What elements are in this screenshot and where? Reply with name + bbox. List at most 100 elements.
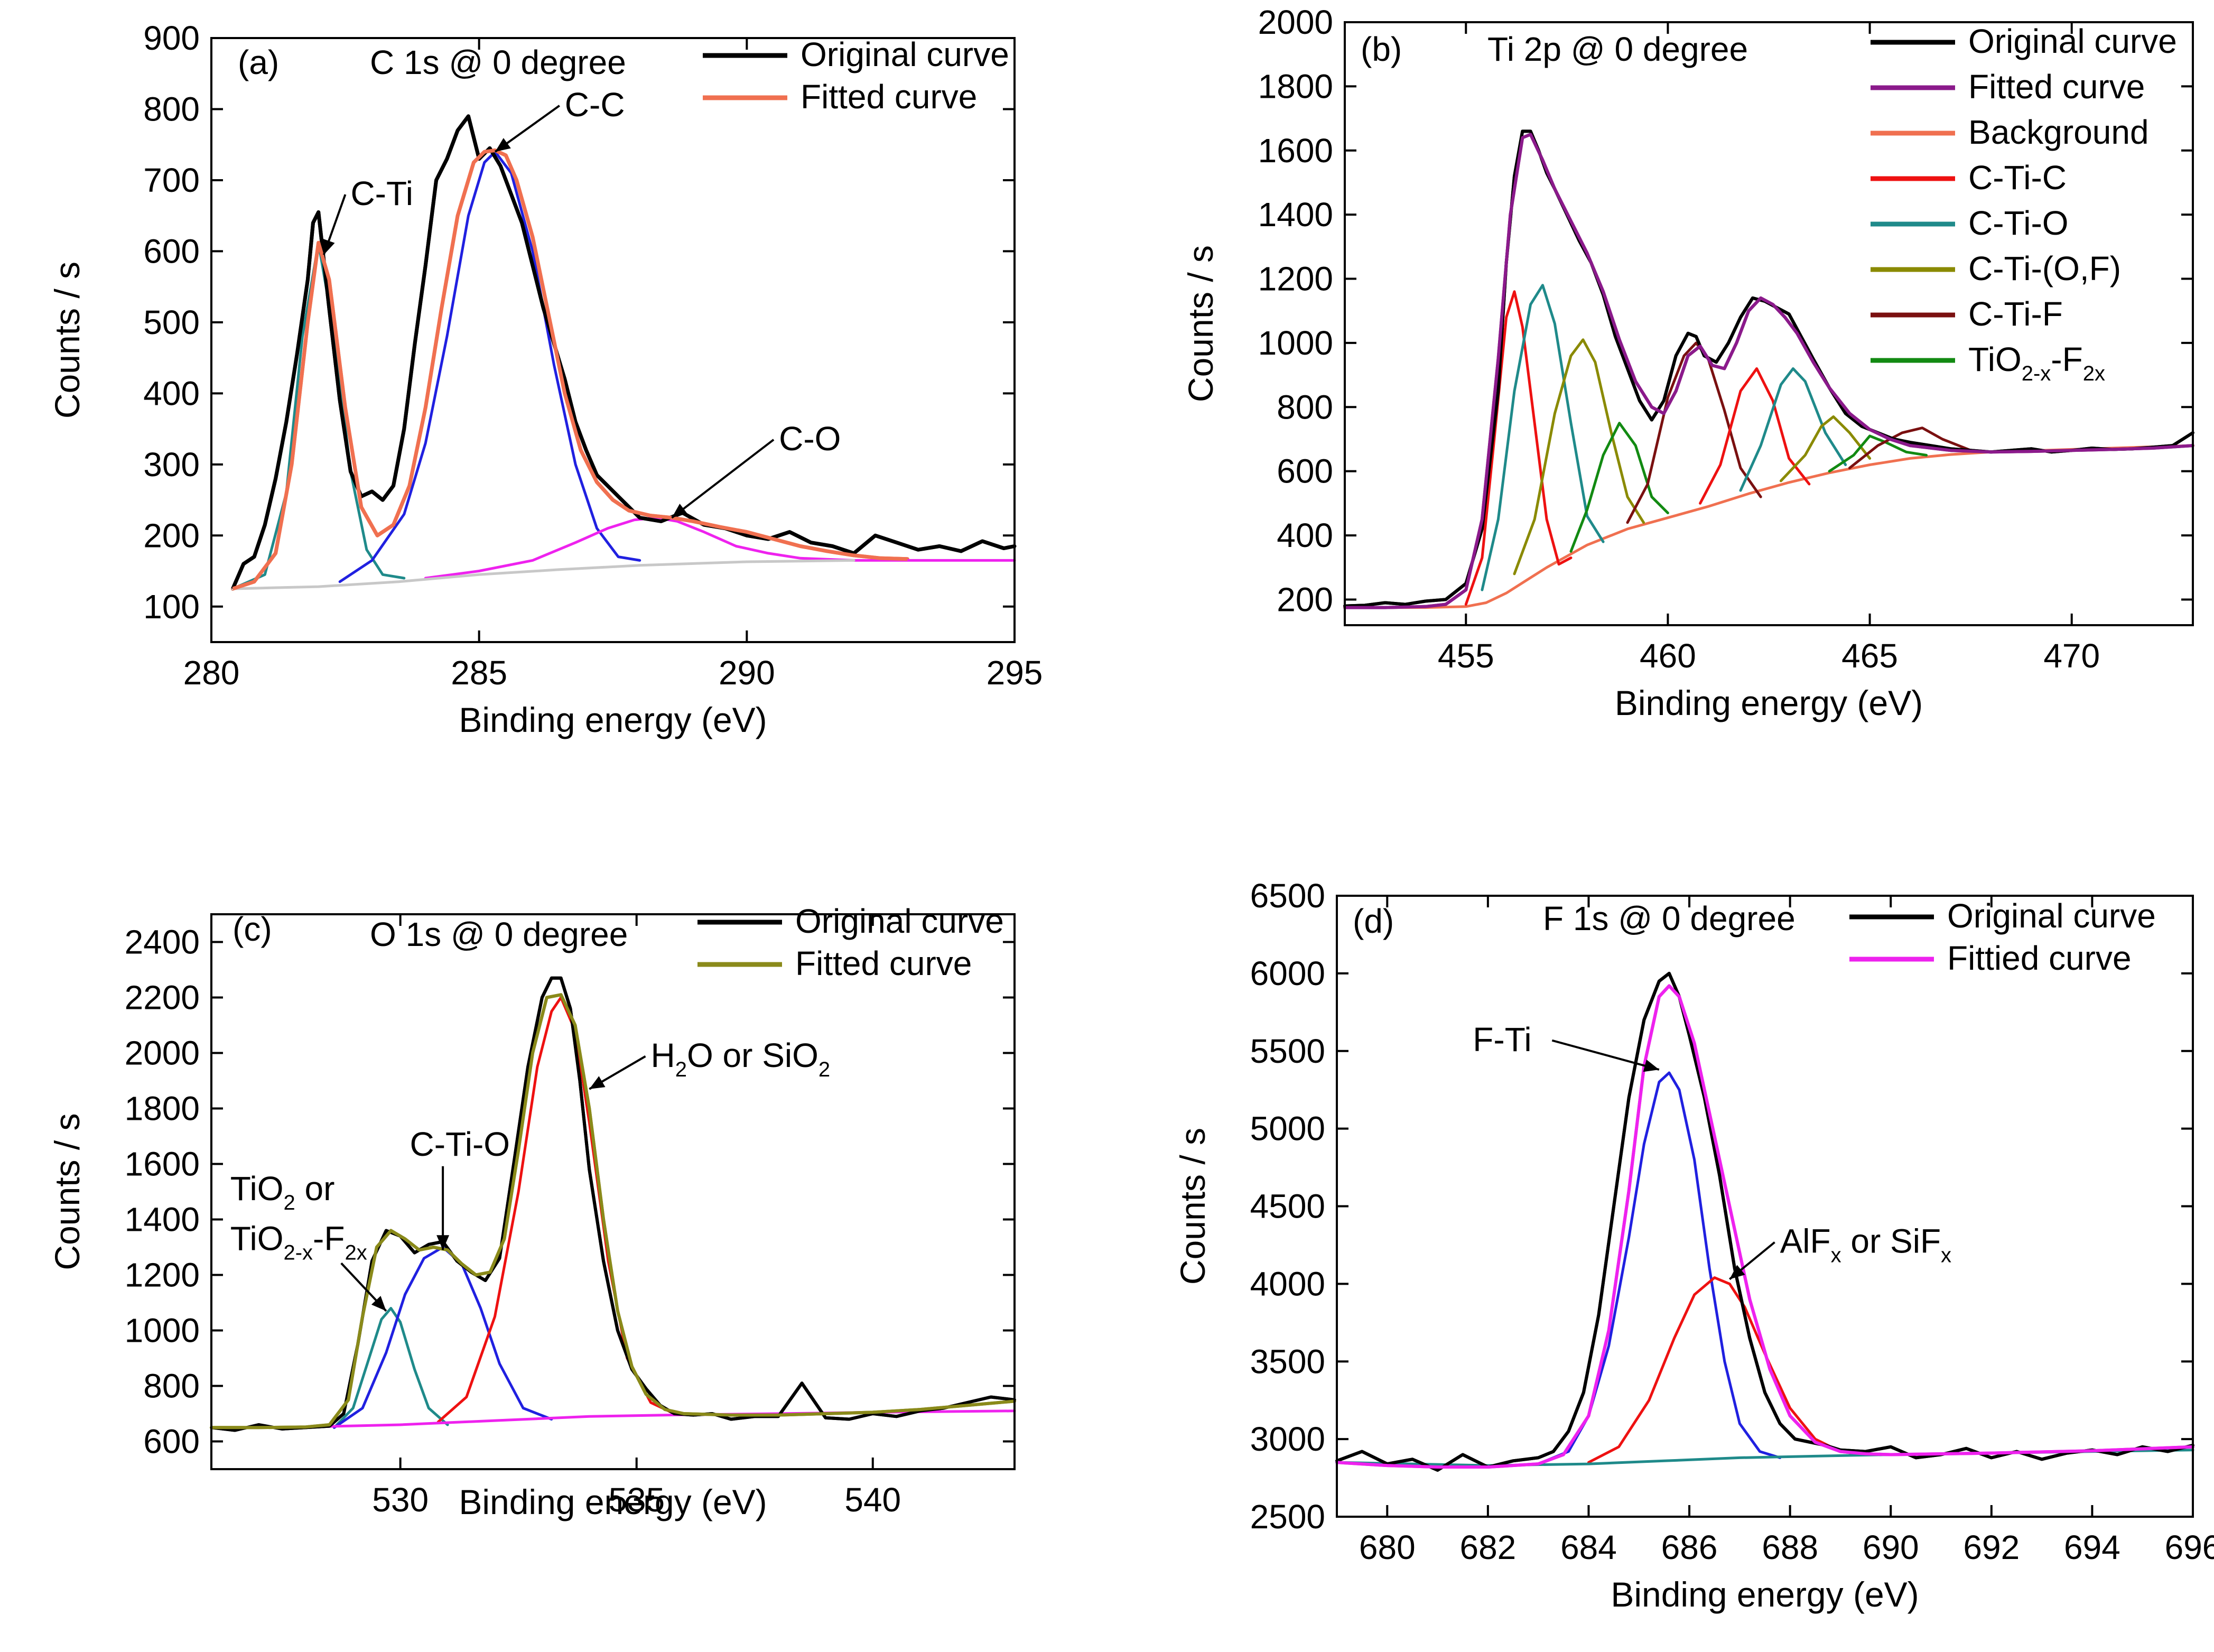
legend-label: C-Ti-O: [1968, 204, 2069, 242]
x-axis-title: Binding energy (eV): [1611, 1575, 1919, 1614]
y-axis-title: Counts / s: [48, 262, 87, 419]
y-tick-label: 500: [143, 303, 200, 341]
x-axis-title: Binding energy (eV): [1615, 683, 1923, 722]
series-line-c-ti-o-f-: [1513, 338, 1645, 576]
legend: Original curve Fitted curve: [697, 902, 1004, 982]
annotation-arrow-shaft: [1551, 1039, 1660, 1071]
panel-label: (b): [1361, 30, 1402, 68]
legend-label: C-Ti-C: [1968, 159, 2067, 197]
series-line-background: [1343, 444, 2194, 609]
x-tick-label: 682: [1459, 1528, 1516, 1566]
plot-frame: [210, 37, 1016, 643]
series-line-c-o-component: [424, 516, 1016, 580]
y-tick-label: 400: [143, 374, 200, 412]
legend-label: Background: [1968, 113, 2149, 151]
series-line-alfx-component: [1587, 1276, 1867, 1464]
annotation-label: C-C: [565, 86, 625, 124]
series-line-fitted-overlay: [1345, 133, 2193, 609]
y-tick-label: 2400: [125, 923, 200, 961]
x-axis-title: Binding energy (eV): [459, 1482, 767, 1521]
panel-title: C 1s @ 0 degree: [370, 43, 626, 81]
chart-panel-b: 455 460 465 470 200 400 600 800 1000 1200 1400 1600…: [1181, 3, 2194, 722]
legend-label: Fittied curve: [1947, 939, 2132, 977]
series-line-tio2-x-f2x: [1569, 422, 1669, 553]
y-tick-label: 5000: [1250, 1110, 1325, 1148]
plot-frame: [210, 913, 1016, 1470]
series-line-fitted-overlay: [211, 993, 1015, 1430]
x-tick-label: 684: [1560, 1528, 1617, 1566]
x-tick-label: 455: [1438, 637, 1494, 675]
y-tick-label: 1200: [1258, 260, 1333, 298]
y-tick-label: 1800: [1258, 67, 1333, 105]
legend-label: Fitted curve: [1968, 68, 2145, 106]
y-tick-label: 1000: [125, 1312, 200, 1350]
x-axis-title: Binding energy (eV): [459, 700, 767, 739]
x-tick-label: 686: [1661, 1528, 1718, 1566]
chart-panel-a: 280 285 290 295 100 200 300 400 500 600 700 800 900 B…: [48, 19, 1043, 739]
legend-label: Original curve: [1968, 22, 2177, 60]
y-tick-label: 1600: [1258, 132, 1333, 170]
series-line-c-ti-c-2p1-2: [1699, 367, 1811, 505]
y-tick-label: 200: [1277, 580, 1333, 618]
y-tick-label: 2000: [125, 1034, 200, 1072]
annotation-arrow-head: [436, 1235, 450, 1250]
annotation-arrow-head: [495, 138, 511, 152]
y-tick-label: 200: [143, 516, 200, 554]
series-line-tio2-component: [333, 1307, 449, 1429]
y-tick-label: 6500: [1250, 877, 1325, 915]
y-axis-title: Counts / s: [1173, 1128, 1212, 1285]
y-tick-label: 4000: [1250, 1265, 1325, 1303]
legend-label: Original curve: [801, 35, 1009, 73]
x-tick-label: 696: [2165, 1528, 2214, 1566]
y-tick-label: 2000: [1258, 3, 1333, 41]
x-tick-label: 688: [1762, 1528, 1818, 1566]
y-tick-label: 400: [1277, 516, 1333, 554]
y-tick-label: 3500: [1250, 1342, 1325, 1380]
panel-title: Ti 2p @ 0 degree: [1487, 30, 1748, 68]
y-tick-label: 600: [143, 232, 200, 270]
annotation-arrow-head: [672, 504, 687, 518]
y-tick-label: 300: [143, 446, 200, 484]
panel-label: (d): [1353, 902, 1394, 940]
y-tick-label: 800: [143, 1367, 200, 1405]
series-line-fitted-overlay: [232, 149, 908, 591]
legend-label: TiO2-x-F2x: [1968, 340, 2105, 385]
x-tick-label: 680: [1359, 1528, 1416, 1566]
x-tick-label: 692: [1963, 1528, 2020, 1566]
y-tick-label: 1400: [125, 1201, 200, 1239]
legend: Original curve Fitted curve Background C-Ti…: [1871, 22, 2177, 385]
y-tick-label: 1200: [125, 1256, 200, 1294]
y-tick-label: 1800: [125, 1090, 200, 1128]
y-tick-label: 1000: [1258, 324, 1333, 362]
annotation-arrow-head: [589, 1076, 606, 1089]
plot-frame: [1344, 21, 2194, 626]
legend-label: Original curve: [1947, 897, 2156, 935]
annotation-arrow-head: [1729, 1265, 1745, 1279]
y-tick-label: 3000: [1250, 1420, 1325, 1458]
annotation-label: C-O: [779, 420, 841, 458]
x-tick-label: 530: [372, 1481, 429, 1519]
annotation-arrow-head: [1643, 1060, 1659, 1072]
series-line-fitted-overlay: [1336, 984, 2193, 1469]
annotation-label: TiO2 or: [230, 1170, 335, 1214]
series-line-c-ti-f-2p1-2: [1848, 426, 1973, 470]
x-tick-label: 280: [183, 654, 240, 692]
x-tick-label: 285: [451, 654, 507, 692]
legend-label: Fitted curve: [795, 944, 972, 982]
x-tick-label: 465: [1841, 637, 1898, 675]
y-tick-label: 6000: [1250, 954, 1325, 992]
annotation-arrow-head: [322, 238, 335, 255]
legend: Original curve Fitted curve: [703, 35, 1009, 116]
legend-label: C-Ti-(O,F): [1968, 249, 2121, 287]
x-tick-label: 540: [844, 1481, 901, 1519]
annotation-arrow-head: [371, 1296, 386, 1311]
series-line-c-ti-o: [1481, 284, 1605, 591]
y-tick-label: 800: [1277, 388, 1333, 426]
y-tick-label: 1600: [125, 1145, 200, 1183]
panel-label: (c): [232, 910, 272, 948]
annotation-label: AlFx or SiFx: [1780, 1222, 1951, 1267]
y-tick-label: 600: [1277, 452, 1333, 490]
y-tick-label: 4500: [1250, 1187, 1325, 1226]
